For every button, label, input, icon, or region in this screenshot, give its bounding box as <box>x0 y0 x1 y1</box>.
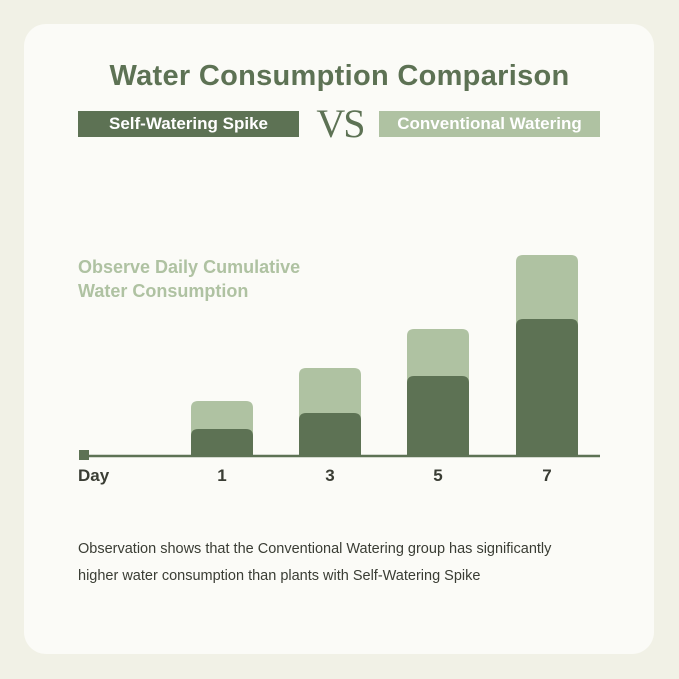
chart-subtitle: Observe Daily Cumulative Water Consumpti… <box>78 255 358 303</box>
observation-line1: Observation shows that the Conventional … <box>78 541 552 557</box>
x-axis-origin-marker <box>79 450 89 460</box>
observation-text: Observation shows that the Conventional … <box>78 536 618 590</box>
x-tick-label-1: 1 <box>217 466 226 485</box>
x-tick-label-7: 7 <box>542 466 551 485</box>
x-axis-label: Day <box>78 466 110 485</box>
observation-line2: higher water consumption than plants wit… <box>78 568 481 584</box>
legend-conventional: Conventional Watering <box>379 111 600 137</box>
legend-self-watering: Self-Watering Spike <box>78 111 299 137</box>
chart-subtitle-line2: Water Consumption <box>78 281 249 301</box>
bar-self-watering-day-5 <box>407 376 469 456</box>
chart-subtitle-line1: Observe Daily Cumulative <box>78 257 301 277</box>
bar-self-watering-day-1 <box>191 429 253 456</box>
bars-group <box>191 255 578 456</box>
page-title: Water Consumption Comparison <box>109 60 570 92</box>
x-tick-label-5: 5 <box>433 466 442 485</box>
bar-self-watering-day-3 <box>299 413 361 456</box>
vs-label: VS <box>316 101 365 146</box>
x-tick-label-3: 3 <box>325 466 334 485</box>
bar-self-watering-day-7 <box>516 319 578 456</box>
x-tick-labels: 1 3 5 7 <box>217 466 551 485</box>
